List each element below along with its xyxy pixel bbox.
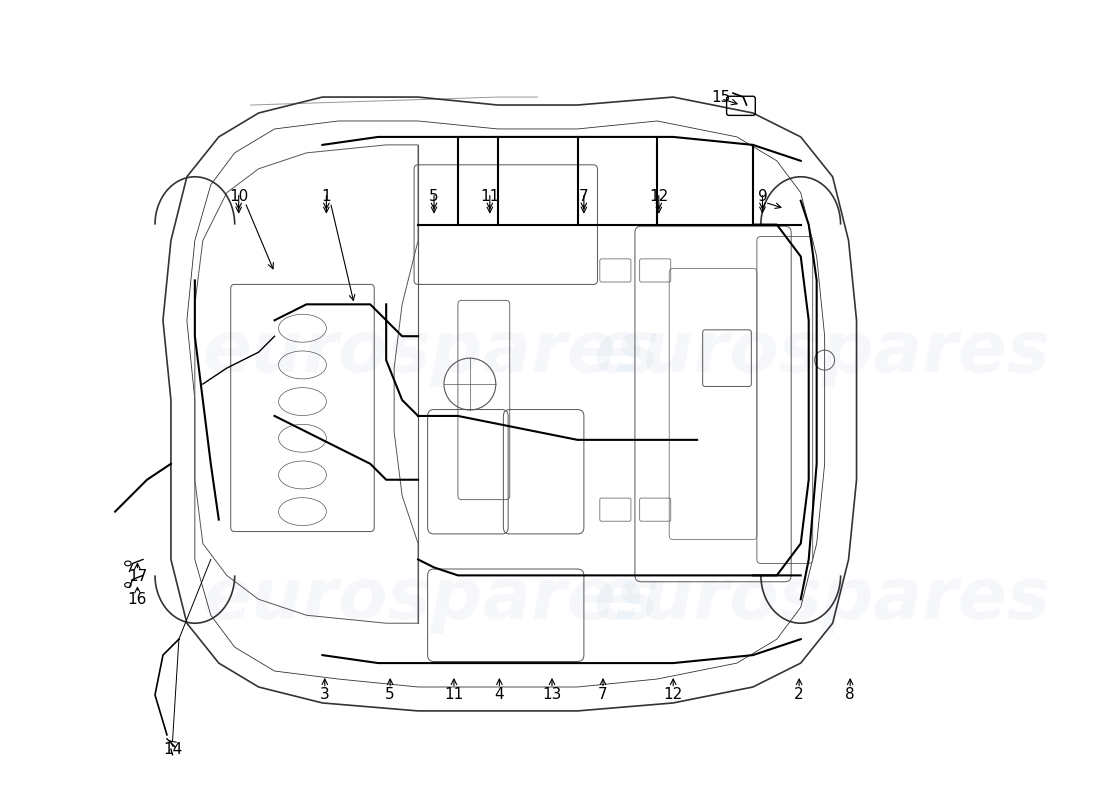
Text: 9: 9 <box>758 190 768 204</box>
Text: 13: 13 <box>542 687 562 702</box>
Text: 7: 7 <box>579 190 588 204</box>
Text: 12: 12 <box>649 190 669 204</box>
Text: 2: 2 <box>794 687 804 702</box>
Text: 16: 16 <box>128 592 147 607</box>
Text: 15: 15 <box>712 90 730 105</box>
Text: 5: 5 <box>429 190 439 204</box>
Text: 5: 5 <box>385 687 395 702</box>
Text: 7: 7 <box>598 687 608 702</box>
Text: 11: 11 <box>481 190 499 204</box>
Text: eurospares: eurospares <box>594 318 1050 386</box>
Text: eurospares: eurospares <box>202 565 660 634</box>
Text: 11: 11 <box>444 687 463 702</box>
Text: 12: 12 <box>663 687 683 702</box>
Text: 14: 14 <box>163 742 183 757</box>
Text: 8: 8 <box>845 687 855 702</box>
Text: 1: 1 <box>321 190 331 204</box>
Text: 17: 17 <box>128 570 147 585</box>
Text: eurospares: eurospares <box>594 565 1050 634</box>
Text: 4: 4 <box>495 687 504 702</box>
Text: eurospares: eurospares <box>202 318 660 386</box>
Text: 3: 3 <box>320 687 330 702</box>
Text: 10: 10 <box>229 190 249 204</box>
